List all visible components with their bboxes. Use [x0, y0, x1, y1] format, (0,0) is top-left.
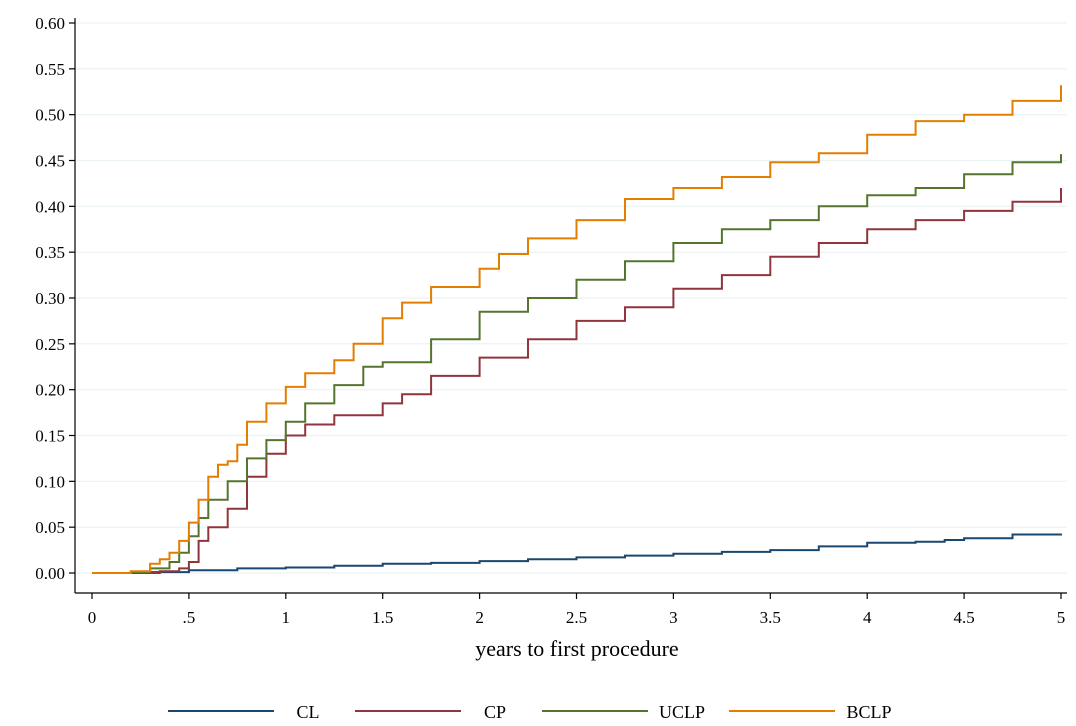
y-tick-label: 0.60: [35, 14, 65, 33]
x-tick-label: 1.5: [372, 608, 393, 627]
x-tick-label: 5: [1057, 608, 1066, 627]
series-line-cp: [92, 188, 1062, 574]
legend: CL CP UCLP BCLP: [168, 702, 892, 722]
series-line-cl: [92, 533, 1062, 574]
x-tick-label: .5: [183, 608, 196, 627]
y-tick-label: 0.00: [35, 564, 65, 583]
y-tick-label: 0.25: [35, 335, 65, 354]
y-tick-label: 0.35: [35, 243, 65, 262]
y-tick-label: 0.50: [35, 106, 65, 125]
y-tick-label: 0.30: [35, 289, 65, 308]
y-tick-label: 0.20: [35, 381, 65, 400]
x-tick-label: 3: [669, 608, 678, 627]
x-tick-label: 4: [863, 608, 872, 627]
x-tick-label: 0: [88, 608, 97, 627]
y-tick-label: 0.40: [35, 197, 65, 216]
axes: 0.00 0.05 0.10 0.15 0.20 0.25 0.30 0.35 0.40 0.45…: [35, 14, 1067, 627]
x-tick-label: 2: [475, 608, 484, 627]
y-tick-label: 0.05: [35, 518, 65, 537]
y-tick-label: 0.45: [35, 152, 65, 171]
legend-label-cl: CL: [296, 702, 319, 722]
x-tick-label: 1: [282, 608, 291, 627]
legend-label-uclp: UCLP: [659, 702, 705, 722]
y-tick-label: 0.15: [35, 427, 65, 446]
y-tick-label: 0.55: [35, 60, 65, 79]
series-layer: [92, 85, 1062, 574]
legend-label-cp: CP: [484, 702, 506, 722]
series-line-bclp: [92, 85, 1062, 574]
x-axis-title: years to first procedure: [475, 636, 678, 661]
y-tick-label: 0.10: [35, 472, 65, 491]
legend-label-bclp: BCLP: [846, 702, 891, 722]
x-tick-label: 4.5: [953, 608, 974, 627]
x-tick-label: 2.5: [566, 608, 587, 627]
x-tick-label: 3.5: [760, 608, 781, 627]
